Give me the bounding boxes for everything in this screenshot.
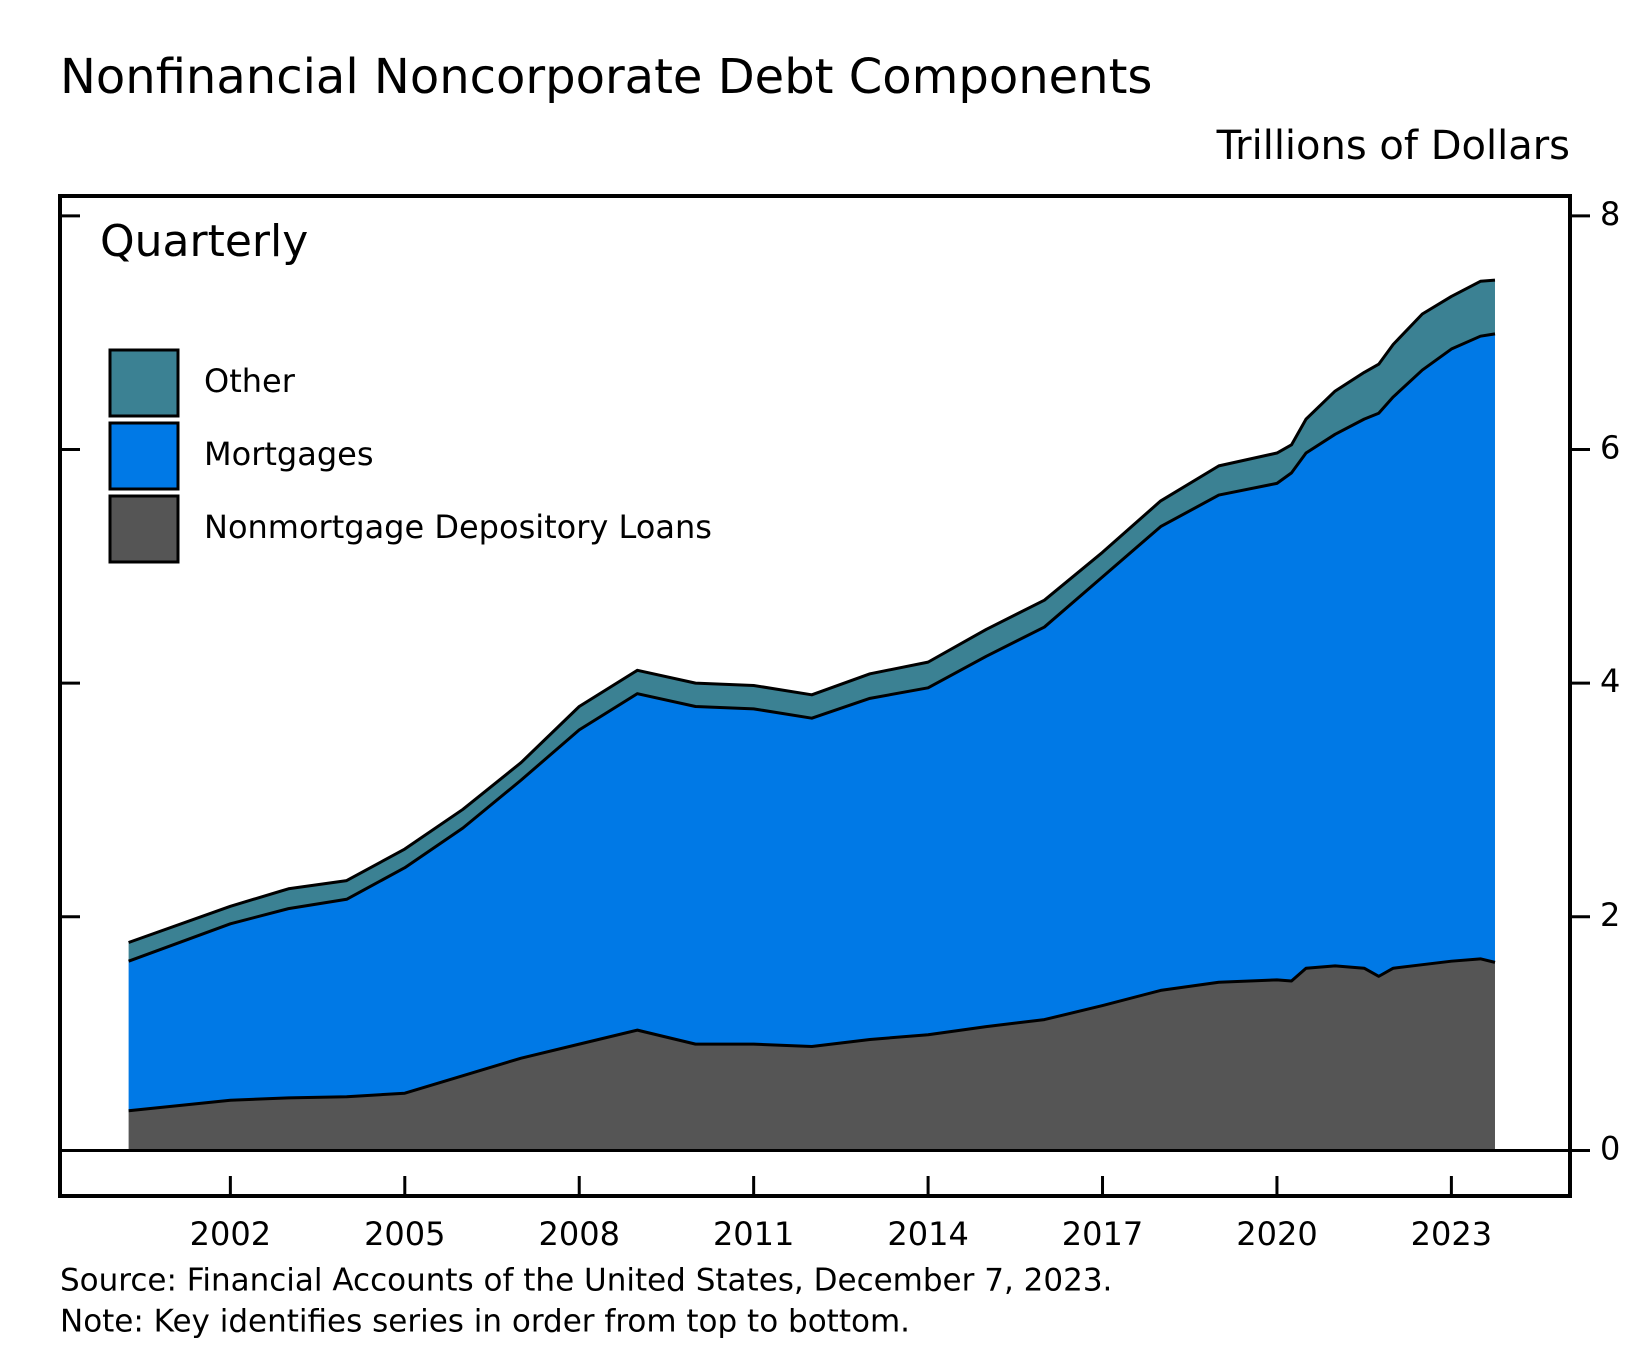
note: Note: Key identifies series in order fro… [60,1304,910,1340]
x-tick-label: 2020 [1236,1215,1317,1253]
legend-swatch [108,421,180,491]
x-tick-label: 2002 [190,1215,271,1253]
x-tick-label: 2011 [713,1215,794,1253]
area-outline [128,332,1496,963]
x-tick-label: 2005 [364,1215,445,1253]
x-tick-label: 2008 [539,1215,620,1253]
chart-title: Nonfinancial Noncorporate Debt Component… [60,49,1152,105]
x-tick-label: 2023 [1411,1215,1492,1253]
legend-swatch [108,348,180,418]
area-outline [128,278,1496,944]
area [128,333,1495,1111]
y-axis-label: Trillions of Dollars [1216,123,1570,169]
y-tick-label: 2 [1600,896,1620,934]
y-tick-label: 0 [1600,1129,1620,1167]
legend-label: Other [204,362,296,400]
y-tick-label: 6 [1600,429,1620,467]
legend-label: Nonmortgage Depository Loans [204,508,712,546]
y-tick-label: 4 [1600,662,1620,700]
area [128,958,1495,1151]
annotation: Quarterly [100,216,308,267]
x-tick-label: 2014 [887,1215,968,1253]
area-outline [128,957,1496,1113]
legend-swatch [108,494,180,564]
legend-label: Mortgages [204,435,373,473]
plot-frame [58,194,1572,1198]
x-tick-label: 2017 [1062,1215,1143,1253]
y-tick-label: 8 [1600,195,1620,233]
source: Source: Financial Accounts of the United… [60,1263,1112,1299]
